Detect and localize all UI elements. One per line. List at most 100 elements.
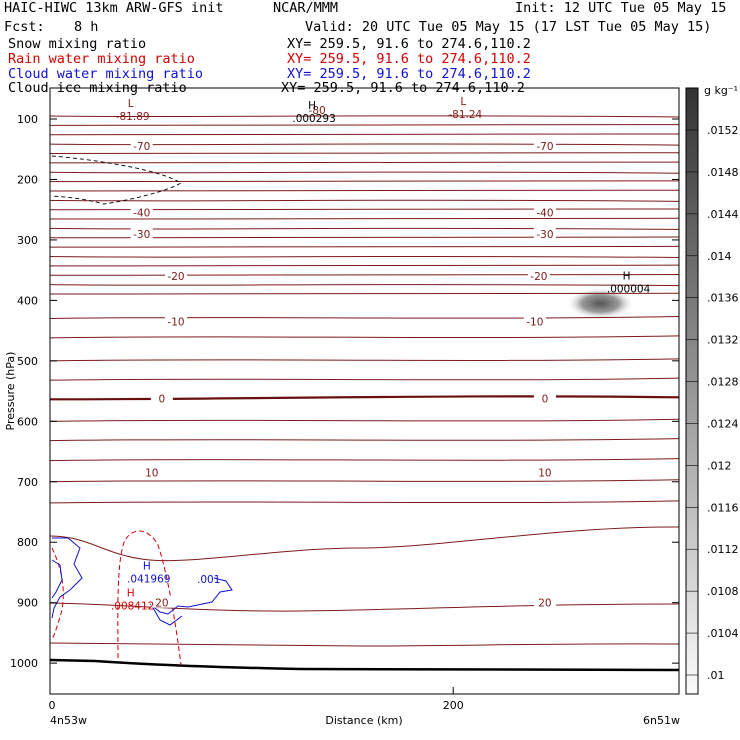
extremum-value: .008412 xyxy=(111,601,154,613)
isotherm-upper xyxy=(49,284,680,287)
contour-label-bg xyxy=(533,139,556,152)
contour-label-bg xyxy=(527,269,550,282)
isotherm-upper xyxy=(49,255,680,259)
extremum-marker: H xyxy=(143,560,151,572)
isotherm-zero xyxy=(49,395,680,401)
contour-label: 20 xyxy=(155,598,168,610)
contour-label-bg xyxy=(164,269,187,282)
colorbar-tick-label: .0128 xyxy=(707,376,739,389)
extremum-value: -81.24 xyxy=(448,109,482,121)
y-tick-label: 300 xyxy=(17,234,38,247)
contour-label-bg xyxy=(523,314,546,327)
contour-label-bg xyxy=(533,205,556,218)
cloud-water-contour xyxy=(151,605,183,626)
cloud-water-label: .001 xyxy=(197,574,220,586)
y-tick-label: 900 xyxy=(17,597,38,610)
plot-frame xyxy=(49,87,680,695)
colorbar-tick-label: .0132 xyxy=(707,334,739,347)
cloud-water-contour xyxy=(51,537,83,619)
colorbar-tick-label: .012 xyxy=(707,459,732,472)
legend-snow-name: Snow mixing ratio xyxy=(8,36,147,52)
colorbar-tick-label: .0112 xyxy=(707,543,739,556)
contour-label: -10 xyxy=(167,317,184,329)
colorbar-units: g kg⁻¹ xyxy=(704,84,738,97)
contour-label-bg xyxy=(150,391,173,404)
isotherm-upper xyxy=(49,264,680,267)
isotherm-upper xyxy=(49,124,680,126)
contour-label-bg xyxy=(130,205,153,218)
contour-label: -80 xyxy=(309,105,326,117)
contour-label: 0 xyxy=(159,393,166,405)
isotherm-mid xyxy=(49,479,680,483)
contour-label: -40 xyxy=(133,208,150,220)
colorbar-tick-label: .0108 xyxy=(707,585,739,598)
isotherm-upper xyxy=(49,180,680,183)
x-tick-label: 200 xyxy=(443,699,464,712)
contour-label-bg xyxy=(150,595,173,608)
isotherm-mid xyxy=(49,500,680,504)
colorbar-tick-label: .01 xyxy=(707,669,725,682)
x-axis-title: Distance (km) xyxy=(325,714,402,727)
contour-label: 10 xyxy=(145,468,158,480)
init-time: Init: 12 UTC Tue 05 May 15 xyxy=(515,0,727,16)
y-tick-label: 400 xyxy=(17,294,38,307)
fcst-label: Fcst: xyxy=(4,19,45,35)
fcst-value: 8 h xyxy=(74,19,99,35)
colorbar-tick-label: .0144 xyxy=(707,208,739,221)
rain-contour xyxy=(51,547,64,641)
legend-rain-name: Rain water mixing ratio xyxy=(8,51,195,67)
legend-snow-xy: XY= 259.5, 91.6 to 274.6,110.2 xyxy=(287,36,531,52)
extremum-value: .041969 xyxy=(127,573,170,585)
extremum-marker: H xyxy=(127,588,135,600)
y-tick-label: 800 xyxy=(17,536,38,549)
isotherm-low xyxy=(49,526,680,562)
isotherm-mid xyxy=(49,316,680,320)
extremum-value: .000004 xyxy=(607,283,651,295)
contour-label: 0 xyxy=(542,393,549,405)
legend-rain-xy: XY= 259.5, 91.6 to 274.6,110.2 xyxy=(287,51,531,67)
y-tick-label: 600 xyxy=(17,415,38,428)
contour-label-bg xyxy=(130,226,153,239)
y-axis-title: Pressure (hPa) xyxy=(4,352,17,431)
contour-label: -30 xyxy=(133,229,150,241)
shaded-maximum xyxy=(566,287,635,320)
center-title: NCAR/MMM xyxy=(273,0,339,16)
contour-label: 10 xyxy=(538,468,551,480)
colorbar-tick-label: .0148 xyxy=(707,166,739,179)
colorbar-tick-label: .0104 xyxy=(707,627,739,640)
contour-label-bg xyxy=(533,465,556,478)
extremum-marker: L xyxy=(460,96,466,108)
isotherm-mid xyxy=(49,377,680,381)
contour-label-bg xyxy=(306,102,329,115)
contour-label: -70 xyxy=(133,141,150,153)
contour-label: -40 xyxy=(536,208,553,220)
colorbar-tick-label: .0152 xyxy=(707,124,739,137)
contour-label: -70 xyxy=(536,141,553,153)
isotherm-mid xyxy=(49,438,680,442)
extremum-marker: H xyxy=(623,270,631,282)
y-tick-label: 500 xyxy=(17,355,38,368)
isotherm-upper xyxy=(49,245,680,248)
contour-label-bg xyxy=(533,391,556,404)
extremum-marker: L xyxy=(128,98,134,110)
contour-label-bg xyxy=(140,465,163,478)
legend-cloudwater-xy: XY= 259.5, 91.6 to 274.6,110.2 xyxy=(287,66,531,82)
x-tick-label: 0 xyxy=(49,699,56,712)
isotherm-upper xyxy=(49,199,680,202)
x-endpoint-right: 6n51w xyxy=(643,714,680,727)
isotherm-mid xyxy=(49,418,680,422)
model-title: HAIC-HIWC 13km ARW-GFS init xyxy=(4,0,224,16)
contour-label: -20 xyxy=(530,271,547,283)
isotherm-upper xyxy=(49,274,680,276)
contour-label-bg xyxy=(533,226,556,239)
legend-cloudice-xy: XY= 259.5, 91.6 to 274.6,110.2 xyxy=(281,80,525,96)
isotherm-mid xyxy=(49,458,680,462)
contour-label-bg xyxy=(164,314,187,327)
colorbar-tick-label: .014 xyxy=(707,250,732,263)
y-tick-label: 700 xyxy=(17,476,38,489)
contour-label: -20 xyxy=(167,271,184,283)
y-tick-label: 100 xyxy=(17,113,38,126)
extremum-value: -81.89 xyxy=(116,111,150,123)
isotherm-mid xyxy=(49,335,680,339)
